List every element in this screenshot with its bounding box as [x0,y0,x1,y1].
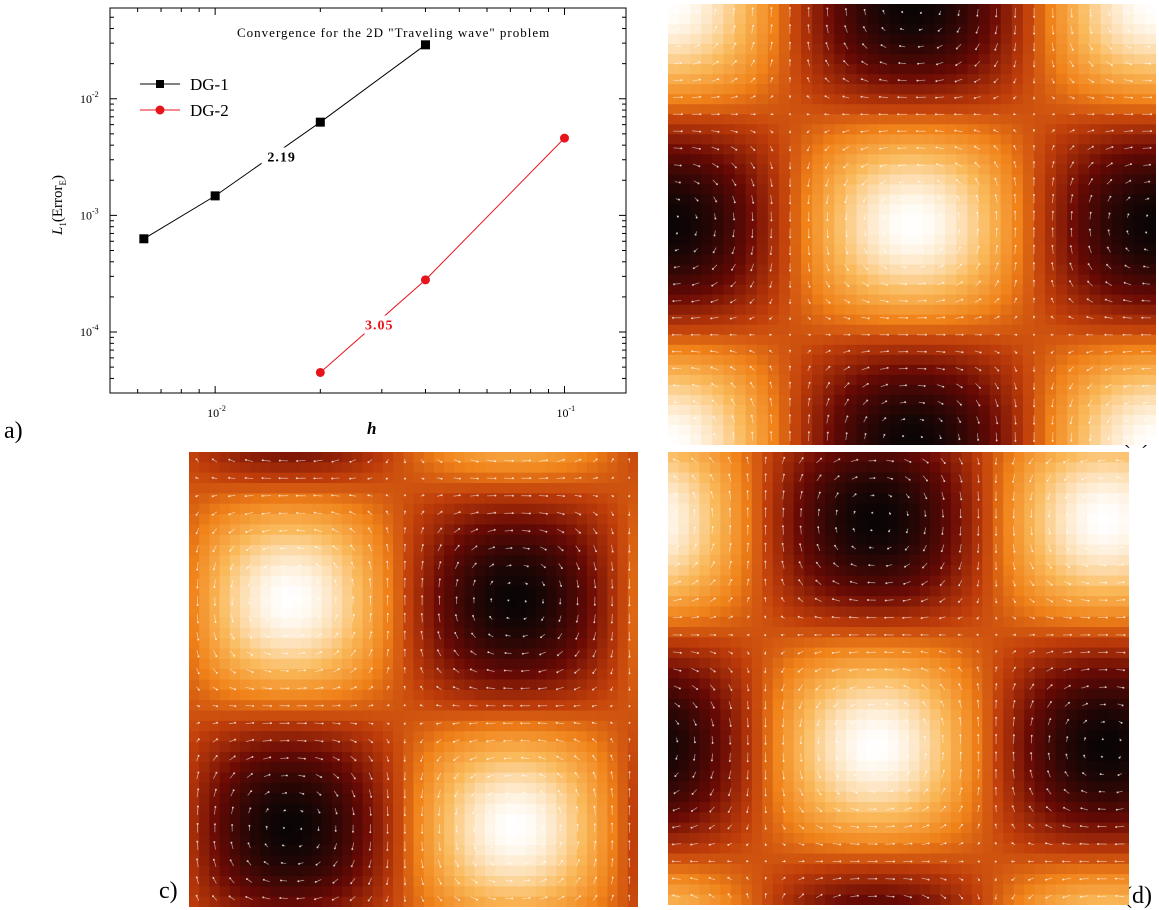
field-image-c [189,452,638,907]
y-axis-label: L1(ErrorE) [50,175,68,236]
legend-marker-dg2 [156,106,165,115]
legend-marker-dg1 [156,80,164,88]
heatmap-c [189,452,638,907]
heatmap-b [668,4,1156,445]
x-axis-ticks: 10-2 10-1 [110,8,575,420]
x-tick-label: 10-1 [556,404,575,420]
chart-title: Convergence for the 2D "Traveling wave" … [237,25,550,40]
heatmap-d [668,452,1129,905]
plot-frame [110,8,626,393]
data-point [421,275,430,284]
x-axis-label: h [367,419,376,438]
slope-label: 3.05 [365,319,394,334]
legend-label-dg1: DG-1 [190,75,229,94]
legend-label-dg2: DG-2 [190,101,229,120]
panel-label-a: a) [4,418,23,445]
data-point [139,234,148,243]
convergence-chart: 10-2 10-1 10-4 10-3 10-2 2.19 3.05 Convergen… [0,0,660,450]
data-point [421,40,430,49]
series-line-dg-1 [144,45,426,239]
y-tick-label: 10-3 [80,206,99,222]
y-tick-label: 10-4 [80,323,99,339]
data-point [316,118,325,127]
y-tick-label: 10-2 [80,90,99,106]
field-image-d [668,452,1129,905]
legend: DG-1 DG-2 [140,75,229,120]
data-point [211,191,220,200]
svg-text:L1(ErrorE): L1(ErrorE) [50,175,68,236]
data-point [316,368,325,377]
data-point [560,134,569,143]
y-axis-ticks: 10-4 10-3 10-2 [80,8,626,393]
slope-label: 2.19 [267,150,296,165]
field-image-b [668,4,1156,445]
x-tick-label: 10-2 [207,404,226,420]
series-line-dg-2 [320,138,564,372]
panel-label-c: c) [159,878,178,905]
